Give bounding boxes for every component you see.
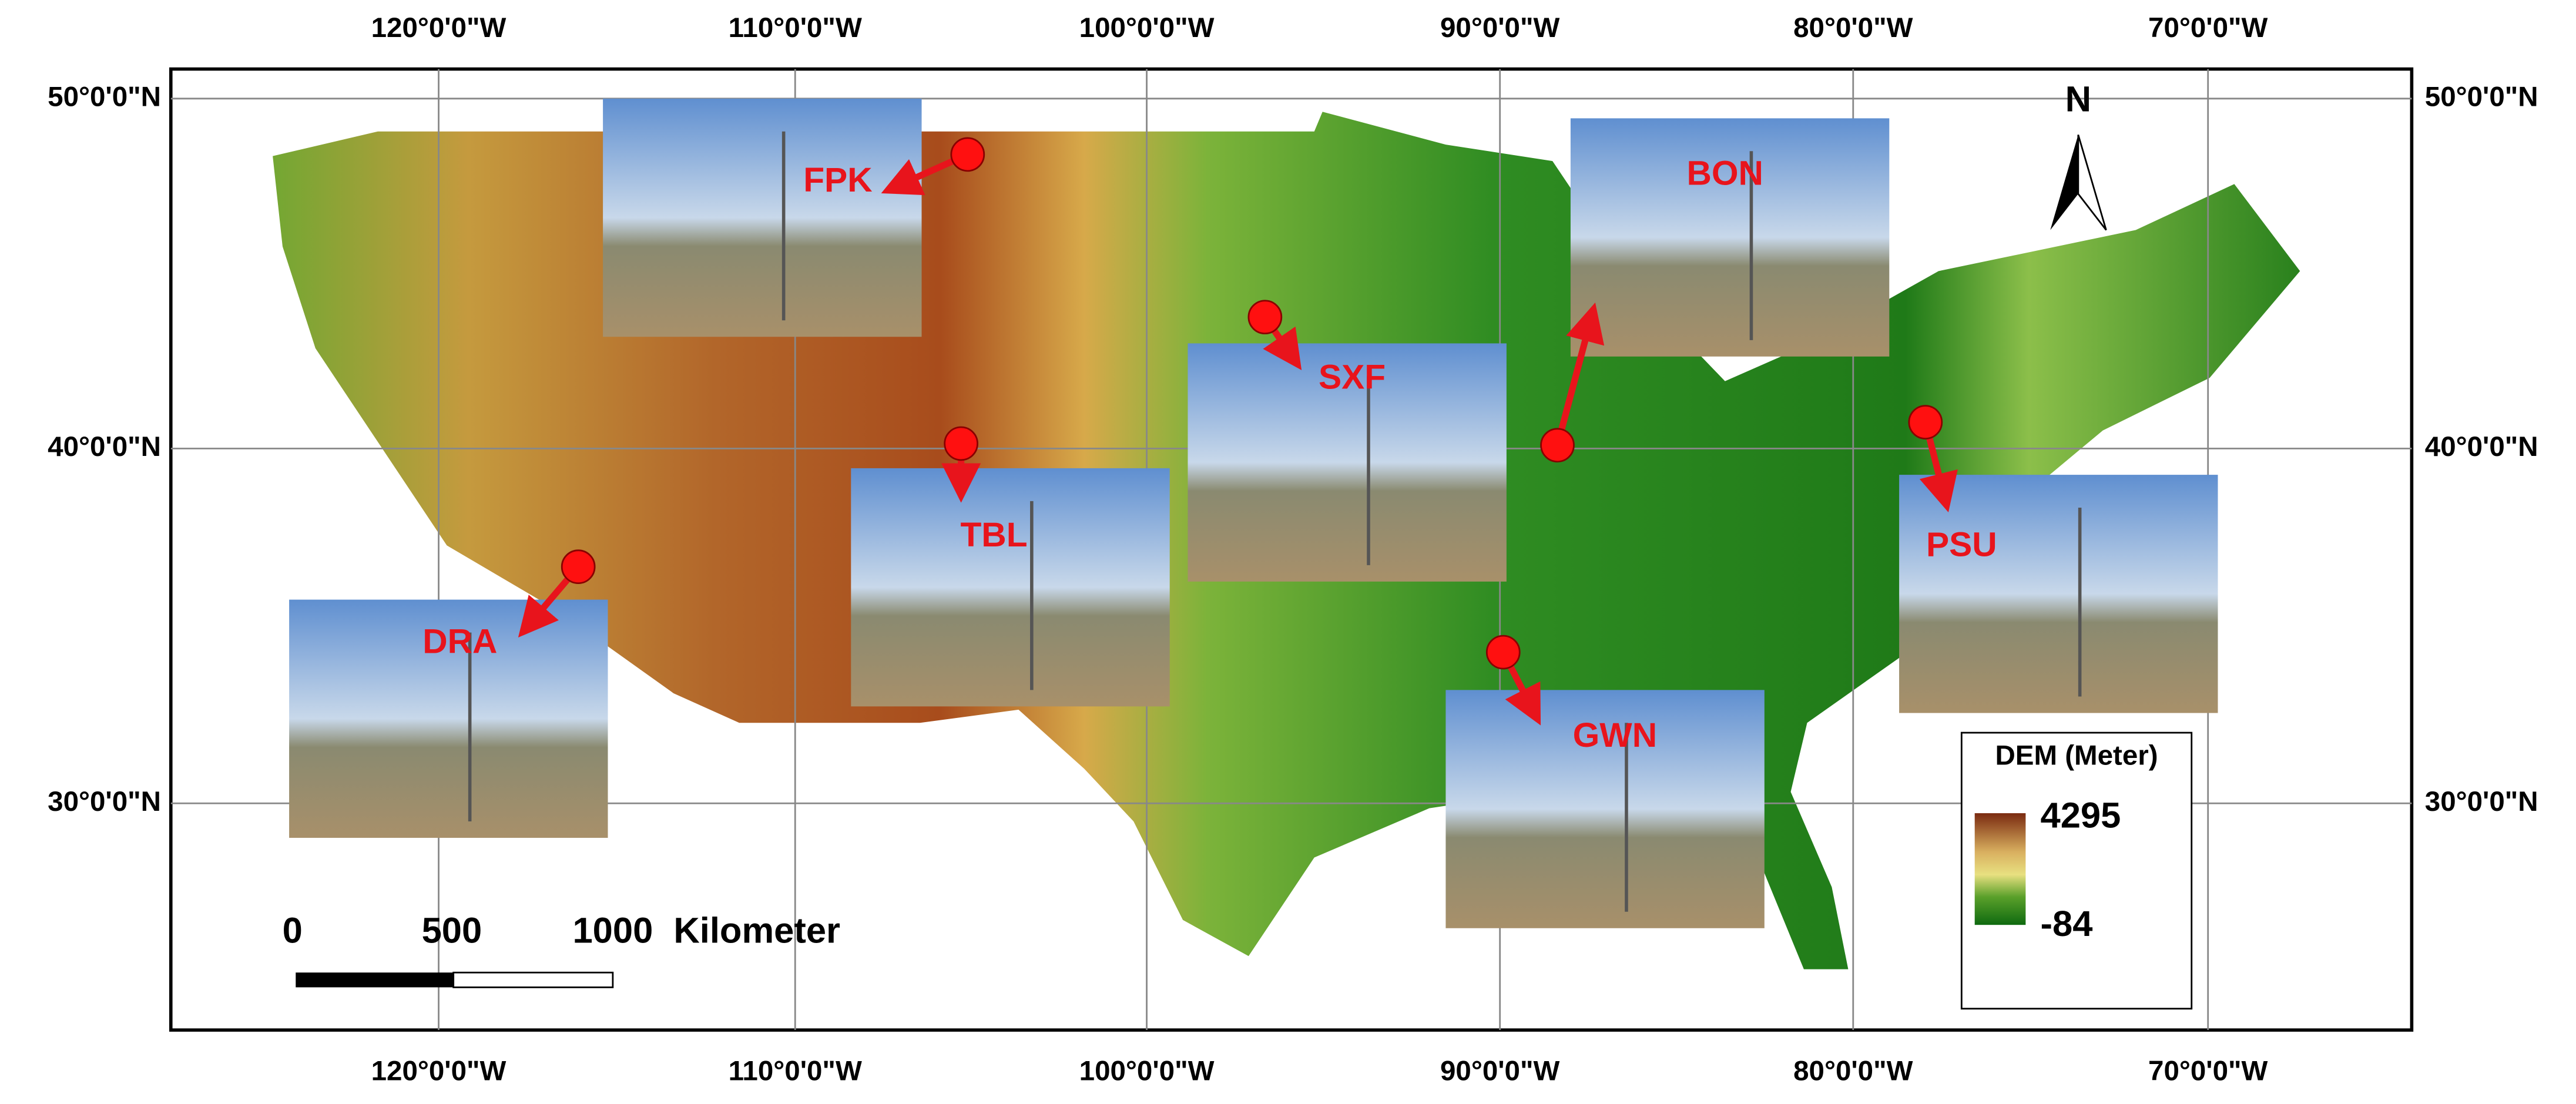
station-site	[1485, 635, 1521, 670]
station-label: GWN	[1573, 716, 1657, 754]
station-photo	[289, 599, 608, 838]
station-label: TBL	[960, 516, 1027, 554]
station-arrow	[1554, 302, 1605, 447]
scale-label: 0	[283, 910, 303, 951]
lon-label: 120°0'0"W	[371, 12, 507, 43]
lon-label: 90°0'0"W	[1440, 1055, 1560, 1086]
station-site	[561, 549, 596, 585]
legend-title: DEM (Meter)	[1995, 740, 2158, 771]
lon-label: 70°0'0"W	[2148, 1055, 2268, 1086]
north-label: N	[2065, 79, 2091, 120]
lat-label: 50°0'0"N	[48, 81, 161, 112]
scale-bar	[296, 972, 454, 988]
lat-label: 40°0'0"N	[48, 431, 161, 462]
lat-label: 30°0'0"N	[2425, 786, 2538, 817]
scale-label: 1000	[572, 910, 653, 951]
station-photo	[1899, 475, 2218, 713]
lon-label: 80°0'0"W	[1793, 1055, 1913, 1086]
station-site	[1247, 300, 1283, 335]
lon-label: 100°0'0"W	[1079, 12, 1215, 43]
station-site	[1540, 428, 1575, 463]
station-label: PSU	[1926, 526, 1997, 564]
station-site	[1908, 405, 1943, 439]
station-label: SXF	[1319, 358, 1386, 396]
lon-label: 110°0'0"W	[729, 1055, 862, 1086]
station-photo	[1188, 343, 1507, 582]
lon-label: 100°0'0"W	[1079, 1055, 1215, 1086]
station-photo	[1445, 690, 1765, 928]
scale-label: 500	[422, 910, 482, 951]
lat-label: 30°0'0"N	[48, 786, 161, 817]
lat-label: 50°0'0"N	[2425, 81, 2538, 112]
station-site	[944, 426, 978, 461]
lat-label: 40°0'0"N	[2425, 431, 2538, 462]
station-photo	[603, 98, 922, 337]
station-photo	[851, 468, 1170, 707]
legend-max: 4295	[2041, 796, 2121, 836]
scale-bar	[452, 971, 614, 988]
lon-label: 70°0'0"W	[2148, 12, 2268, 43]
station-label: DRA	[422, 623, 497, 661]
legend-min: -84	[2041, 904, 2093, 944]
station-site	[950, 137, 985, 172]
legend-ramp	[1974, 813, 2026, 925]
scale-unit: Kilometer	[673, 910, 840, 951]
lon-label: 80°0'0"W	[1793, 12, 1913, 43]
lon-label: 90°0'0"W	[1440, 12, 1560, 43]
station-photo	[1570, 118, 1890, 357]
station-label: FPK	[803, 161, 872, 199]
lon-label: 120°0'0"W	[371, 1055, 507, 1086]
station-label: BON	[1686, 155, 1763, 193]
lon-label: 110°0'0"W	[729, 12, 862, 43]
